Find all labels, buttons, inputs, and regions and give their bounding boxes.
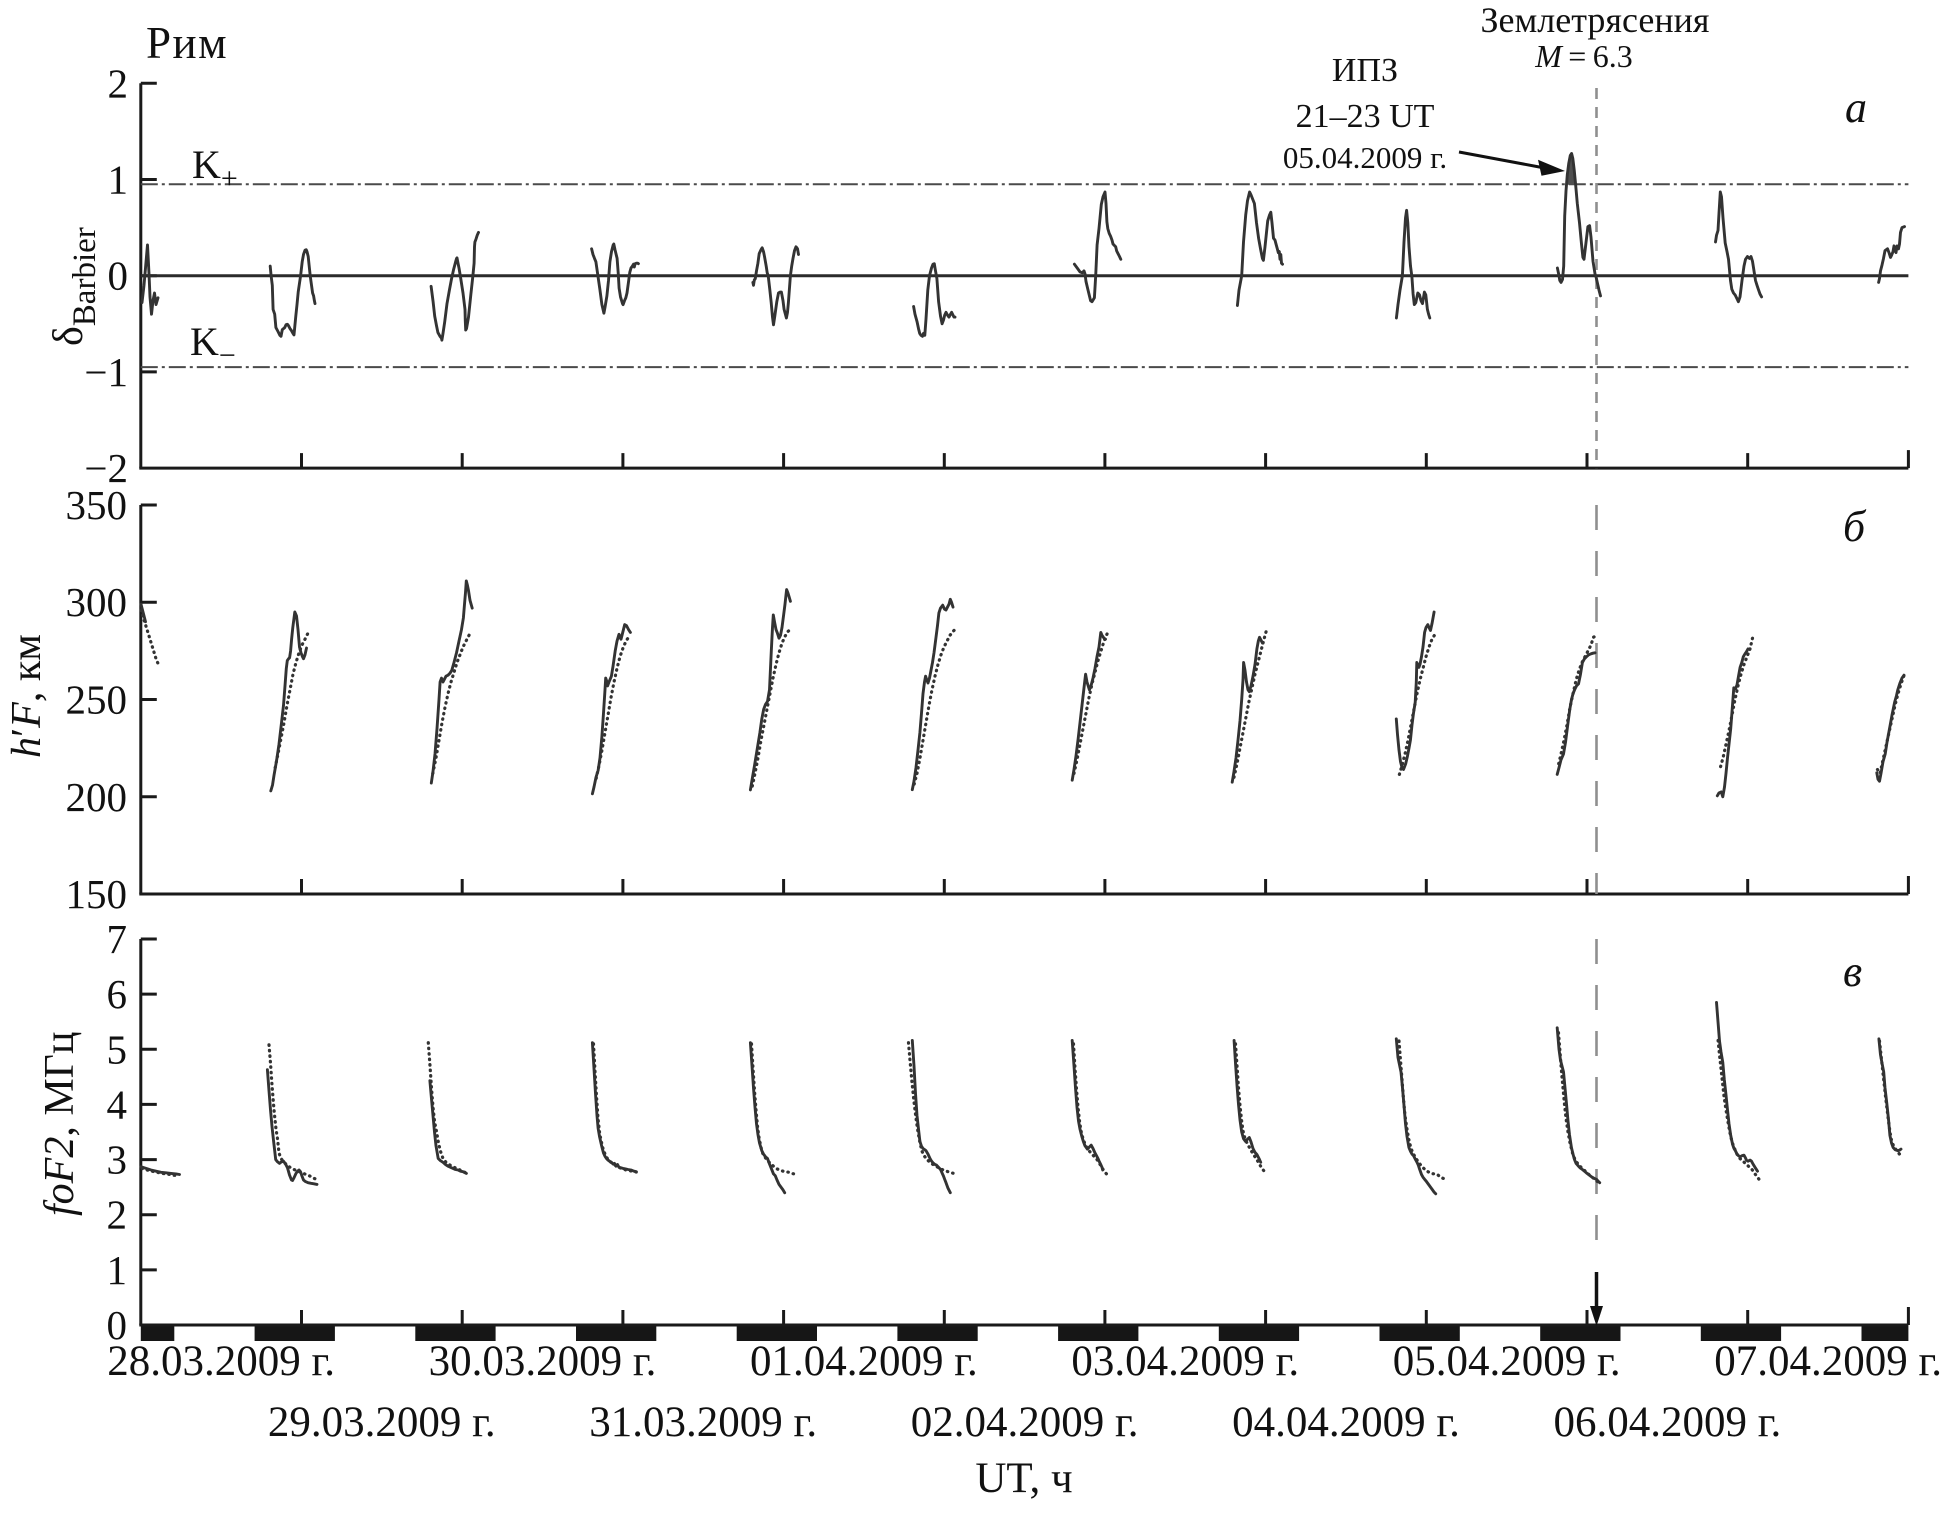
svg-text:07.04.2009 г.: 07.04.2009 г. — [1714, 1338, 1942, 1385]
svg-text:2: 2 — [107, 1192, 128, 1238]
svg-text:03.04.2009 г.: 03.04.2009 г. — [1071, 1338, 1299, 1385]
svg-text:250: 250 — [66, 677, 128, 723]
svg-text:−1: −1 — [84, 349, 128, 395]
svg-text:3: 3 — [107, 1137, 128, 1183]
svg-text:1: 1 — [107, 1247, 128, 1293]
svg-text:UT, ч: UT, ч — [975, 1455, 1072, 1502]
svg-text:31.03.2009 г.: 31.03.2009 г. — [589, 1399, 817, 1446]
svg-text:ИПЗ: ИПЗ — [1332, 52, 1398, 89]
svg-text:−2: −2 — [84, 445, 128, 491]
svg-text:7: 7 — [107, 916, 128, 962]
svg-text:6: 6 — [107, 971, 128, 1017]
svg-text:01.04.2009 г.: 01.04.2009 г. — [750, 1338, 978, 1385]
svg-text:в: в — [1843, 947, 1862, 996]
svg-text:1: 1 — [108, 157, 129, 203]
svg-text:0: 0 — [108, 253, 129, 299]
svg-text:M = 6.3: M = 6.3 — [1534, 38, 1633, 74]
svg-text:0: 0 — [107, 1302, 128, 1348]
svg-text:02.04.2009 г.: 02.04.2009 г. — [911, 1399, 1139, 1446]
svg-text:а: а — [1845, 83, 1867, 132]
svg-text:2: 2 — [108, 60, 129, 106]
svg-text:30.03.2009 г.: 30.03.2009 г. — [429, 1338, 657, 1385]
svg-text:05.04.2009 г.: 05.04.2009 г. — [1283, 140, 1447, 175]
svg-text:21–23 UT: 21–23 UT — [1296, 98, 1435, 135]
svg-text:06.04.2009 г.: 06.04.2009 г. — [1554, 1399, 1782, 1446]
svg-text:5: 5 — [107, 1026, 128, 1072]
svg-text:29.03.2009 г.: 29.03.2009 г. — [268, 1399, 496, 1446]
svg-text:Землетрясения: Землетрясения — [1481, 0, 1710, 40]
svg-text:4: 4 — [107, 1081, 128, 1127]
svg-text:200: 200 — [66, 774, 128, 820]
svg-text:300: 300 — [66, 579, 128, 625]
svg-text:350: 350 — [66, 482, 128, 528]
svg-text:05.04.2009 г.: 05.04.2009 г. — [1393, 1338, 1621, 1385]
svg-text:28.03.2009 г.: 28.03.2009 г. — [107, 1338, 335, 1385]
svg-text:04.04.2009 г.: 04.04.2009 г. — [1232, 1399, 1460, 1446]
svg-text:б: б — [1843, 502, 1867, 551]
svg-text:h′F, км: h′F, км — [4, 634, 50, 758]
svg-text:foF2, МГц: foF2, МГц — [37, 1032, 83, 1216]
svg-text:150: 150 — [66, 871, 128, 917]
svg-text:Рим: Рим — [146, 18, 228, 68]
